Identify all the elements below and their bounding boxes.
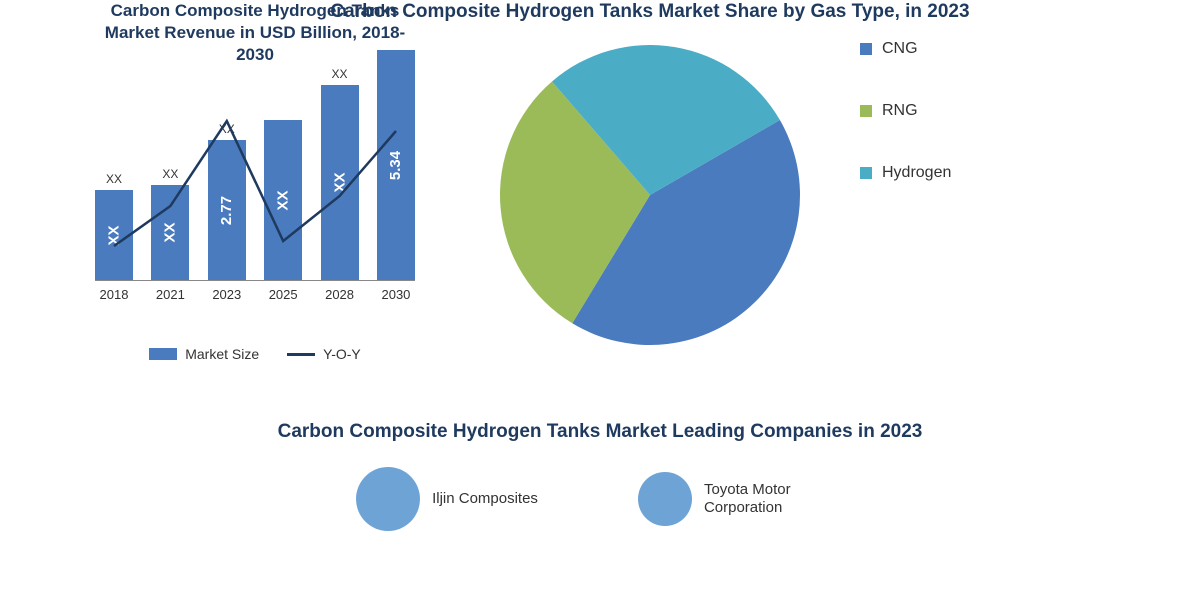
bar-top-label: XX (219, 122, 235, 136)
bar-chart-bars: XXXXXXXXXX2.77XXXXXX5.34 (95, 76, 415, 280)
xaxis-tick: 2030 (377, 281, 415, 306)
pie-legend-item: RNG (860, 102, 951, 120)
pie-legend: CNG RNG Hydrogen (840, 0, 951, 226)
legend-yoy: Y-O-Y (287, 346, 361, 362)
bar: XX (151, 185, 189, 280)
bar-column: XXXX (151, 185, 189, 280)
bar-column: 5.34 (377, 50, 415, 280)
bar-value-label: XX (331, 173, 348, 193)
pie-chart (500, 45, 800, 345)
bar-value-label: XX (275, 190, 292, 210)
pie-legend-item: Hydrogen (860, 164, 951, 182)
legend-market-size-label: Market Size (185, 346, 259, 362)
bar-value-label: 5.34 (387, 151, 404, 180)
legend-swatch-line (287, 353, 315, 356)
bar-chart-title: Carbon Composite Hydrogen Tanks Market R… (90, 0, 420, 66)
legend-swatch-rect (149, 348, 177, 360)
bar-column: XXXX (95, 190, 133, 280)
pie-chart-panel: Carbon Composite Hydrogen Tanks Market S… (460, 0, 1200, 400)
legend-swatch-square (860, 43, 872, 55)
company-label: Toyota Motor Corporation (704, 481, 844, 517)
xaxis-tick: 2028 (321, 281, 359, 306)
bar: 5.34 (377, 50, 415, 280)
bar: XX (264, 120, 302, 280)
company-label: Iljin Composites (432, 490, 538, 508)
companies-title: Carbon Composite Hydrogen Tanks Market L… (0, 420, 1200, 445)
company-bubble (356, 467, 420, 531)
legend-swatch-square (860, 167, 872, 179)
bar-value-label: 2.77 (218, 196, 235, 225)
bar-chart-panel: Carbon Composite Hydrogen Tanks Market R… (0, 0, 460, 400)
top-row: Carbon Composite Hydrogen Tanks Market R… (0, 0, 1200, 400)
bar-top-label: XX (332, 67, 348, 81)
pie-legend-label: CNG (882, 40, 918, 58)
pie-legend-label: RNG (882, 102, 918, 120)
bar-chart: XXXXXXXXXX2.77XXXXXX5.34 201820212023202… (95, 76, 415, 306)
bar-column: XX (264, 120, 302, 280)
pie-legend-item: CNG (860, 40, 951, 58)
companies-row: Iljin Composites Toyota Motor Corporation (0, 467, 1200, 531)
company-bubble (638, 472, 692, 526)
company-item: Iljin Composites (356, 467, 538, 531)
bar-column: XX2.77 (208, 140, 246, 280)
company-item: Toyota Motor Corporation (638, 472, 844, 526)
bar-value-label: XX (162, 223, 179, 243)
pie-area: Carbon Composite Hydrogen Tanks Market S… (460, 0, 840, 345)
pie-legend-label: Hydrogen (882, 164, 951, 182)
xaxis-tick: 2021 (151, 281, 189, 306)
companies-panel: Carbon Composite Hydrogen Tanks Market L… (0, 400, 1200, 531)
xaxis-tick: 2023 (208, 281, 246, 306)
pie-svg (500, 45, 800, 345)
legend-market-size: Market Size (149, 346, 259, 362)
bar-top-label: XX (162, 167, 178, 181)
bar: XX (95, 190, 133, 280)
bar: 2.77 (208, 140, 246, 280)
xaxis-tick: 2018 (95, 281, 133, 306)
legend-swatch-square (860, 105, 872, 117)
legend-yoy-label: Y-O-Y (323, 346, 361, 362)
bar: XX (321, 85, 359, 280)
xaxis-tick: 2025 (264, 281, 302, 306)
bar-column: XXXX (321, 85, 359, 280)
bar-value-label: XX (105, 225, 122, 245)
bar-chart-xaxis: 2018 2021 2023 2025 2028 2030 (95, 280, 415, 306)
bar-top-label: XX (106, 172, 122, 186)
bar-chart-legend: Market Size Y-O-Y (90, 346, 420, 362)
